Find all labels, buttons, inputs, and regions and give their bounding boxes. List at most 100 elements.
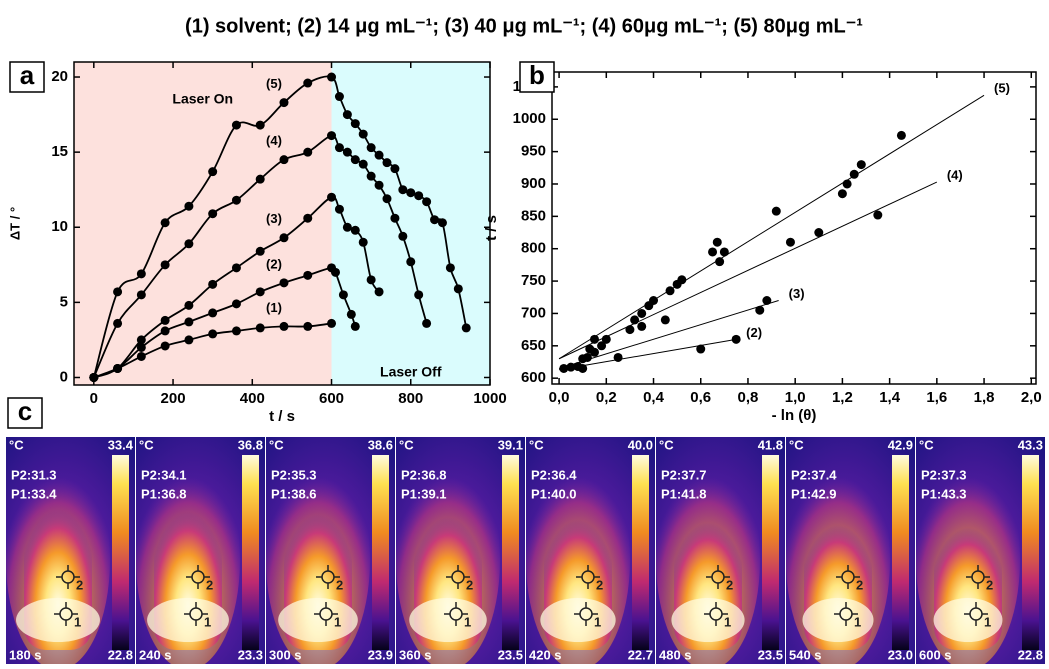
marker-label: 2 [856,577,863,592]
data-point [161,316,170,325]
p2-reading: P2:37.3 [921,467,967,482]
data-point [184,202,193,211]
unit-label: °C [529,437,544,452]
p1-reading: P1:36.8 [141,486,187,501]
y-axis-label: ΔT / ° [7,207,22,240]
unit-label: °C [659,437,674,452]
x-axis-label: - ln (θ) [772,407,817,424]
data-point [161,341,170,350]
data-point [454,284,463,293]
y-tick-label: 700 [521,304,546,321]
color-bar [892,455,909,650]
data-point [279,278,288,287]
thermal-image: °C33.4P2:31.3P1:33.422.8180 s12 [6,437,135,664]
data-point [279,98,288,107]
data-point [351,322,360,331]
data-point [637,309,646,318]
data-point [351,226,360,235]
thermal-image: °C38.6P2:35.3P1:38.623.9300 s12 [266,437,395,664]
color-bar [372,455,389,650]
series-label: (1) [266,300,282,315]
data-point [398,232,407,241]
x-tick-label: 400 [240,390,265,407]
data-point [382,194,391,203]
time-label: 180 s [9,647,42,662]
y-tick-label: 1000 [513,110,546,127]
data-point [343,223,352,232]
data-point [331,268,340,277]
y-tick-label: 800 [521,240,546,257]
x-tick-label: 0,2 [596,389,617,406]
vial-core [16,598,100,642]
series-label: (3) [266,211,282,226]
vial-core [934,598,1003,642]
color-bar [762,455,779,650]
time-label: 540 s [789,647,822,662]
thermal-image: °C40.0P2:36.4P1:40.022.7420 s12 [526,437,655,664]
data-point [184,317,193,326]
data-point [430,215,439,224]
data-point [406,188,415,197]
data-point [375,151,384,160]
y-tick-label: 15 [51,143,68,160]
data-point [113,364,122,373]
data-point [256,175,265,184]
unit-label: °C [139,437,154,452]
data-point [390,214,399,223]
marker-label: 1 [334,614,341,629]
thermal-image: °C43.3P2:37.3P1:43.322.8600 s12 [916,437,1045,664]
y-tick-label: 750 [521,272,546,289]
data-point [422,197,431,206]
data-point [137,335,146,344]
max-temp: 38.6 [368,437,393,452]
color-bar [242,455,259,650]
unit-label: °C [399,437,414,452]
max-temp: 36.8 [238,437,263,452]
data-point [184,301,193,310]
unit-label: °C [269,437,284,452]
series-label: (2) [266,256,282,271]
p1-reading: P1:39.1 [401,486,447,501]
marker-label: 2 [76,577,83,592]
p2-reading: P2:37.4 [791,467,837,482]
series-label: (5) [994,81,1010,96]
min-temp: 23.5 [498,647,523,662]
vial-core [671,598,744,642]
time-label: 300 s [269,647,302,662]
data-point [335,205,344,214]
data-point [256,323,265,332]
unit-label: °C [789,437,804,452]
x-tick-label: 0,4 [643,389,665,406]
marker-label: 1 [204,614,211,629]
data-point [414,191,423,200]
x-tick-label: 0,6 [690,389,711,406]
time-label: 360 s [399,647,432,662]
data-point [625,325,634,334]
panel-label: a [20,60,35,90]
data-point [279,322,288,331]
panel-label: c [18,396,32,426]
data-point [327,319,336,328]
x-tick-label: 1,6 [926,389,947,406]
color-bar [502,455,519,650]
vial-core [540,598,615,642]
y-tick-label: 600 [521,369,546,386]
p1-reading: P1:42.9 [791,486,837,501]
p1-reading: P1:33.4 [11,486,57,501]
data-point [89,373,98,382]
data-point [359,160,368,169]
vial-core [802,598,873,642]
data-point [367,143,376,152]
p2-reading: P2:36.8 [401,467,447,482]
p2-reading: P2:36.4 [531,467,577,482]
data-point [208,167,217,176]
data-point [303,271,312,280]
y-tick-label: 900 [521,175,546,192]
data-point [232,263,241,272]
x-tick-label: 0 [90,390,98,407]
x-tick-label: 0,0 [549,389,570,406]
data-point [786,238,795,247]
max-temp: 42.9 [888,437,913,452]
min-temp: 23.9 [368,647,393,662]
figure-title: (1) solvent; (2) 14 μg mL⁻¹; (3) 40 μg m… [185,15,863,37]
